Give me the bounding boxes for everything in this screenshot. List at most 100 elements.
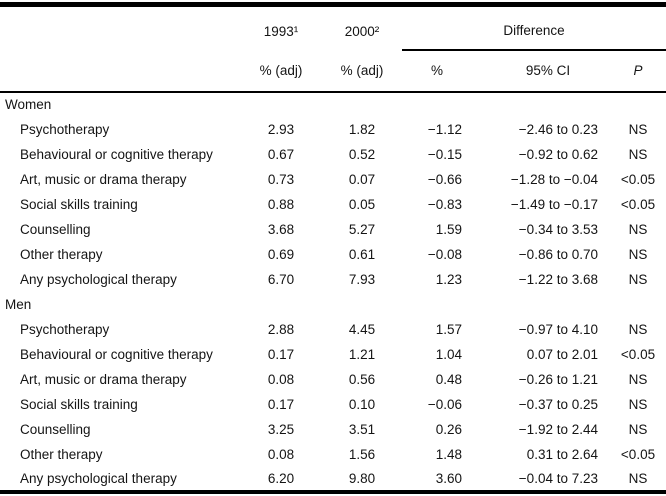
diff-p: <0.05 (620, 446, 656, 462)
value-1993: 0.67 (267, 146, 295, 162)
table-row: Counselling 3.68 5.27 1.59 −0.34 to 3.53… (0, 217, 666, 242)
row-label: Art, music or drama therapy (20, 171, 187, 187)
table-row: Psychotherapy 2.93 1.82 −1.12 −2.46 to 0… (0, 117, 666, 142)
value-1993: 3.68 (267, 221, 295, 237)
diff-p: NS (628, 271, 648, 287)
table-row: Any psychological therapy 6.70 7.93 1.23… (0, 267, 666, 292)
value-1993: 0.08 (267, 446, 295, 462)
header-year-1993: 1993¹ (263, 23, 299, 39)
diff-percent: −1.12 (427, 121, 462, 137)
diff-p: NS (628, 470, 648, 486)
diff-ci: −0.97 to 4.10 (518, 321, 598, 337)
value-2000: 0.05 (348, 196, 376, 212)
diff-p: NS (628, 121, 648, 137)
table-row: Psychotherapy 2.88 4.45 1.57 −0.97 to 4.… (0, 317, 666, 342)
header-row-sub: % (adj) % (adj) % 95% CI P (0, 50, 666, 93)
value-2000: 0.10 (348, 396, 376, 412)
value-2000: 9.80 (348, 470, 376, 486)
table-row: Counselling 3.25 3.51 0.26 −1.92 to 2.44… (0, 417, 666, 442)
row-label: Psychotherapy (20, 121, 110, 137)
diff-ci: −0.92 to 0.62 (518, 146, 598, 162)
diff-ci: −1.49 to −0.17 (510, 196, 598, 212)
table-row: Behavioural or cognitive therapy 0.17 1.… (0, 342, 666, 367)
diff-percent: −0.83 (427, 196, 462, 212)
value-2000: 1.82 (348, 121, 376, 137)
header-diff-p: P (610, 50, 666, 93)
header-adj-2000: % (adj) (322, 50, 402, 93)
value-1993: 0.17 (267, 346, 295, 362)
row-label: Behavioural or cognitive therapy (20, 146, 213, 162)
value-1993: 0.17 (267, 396, 295, 412)
diff-percent: −0.06 (427, 396, 462, 412)
diff-percent: 1.59 (435, 221, 462, 237)
diff-ci: −1.28 to −0.04 (510, 171, 598, 187)
diff-p: NS (628, 396, 648, 412)
header-difference-spanner: Difference (402, 4, 666, 51)
value-1993: 0.69 (267, 246, 295, 262)
row-label: Psychotherapy (20, 321, 110, 337)
value-2000: 3.51 (348, 421, 376, 437)
table-row: Social skills training 0.17 0.10 −0.06 −… (0, 392, 666, 417)
value-2000: 5.27 (348, 221, 376, 237)
diff-ci: −0.34 to 3.53 (518, 221, 598, 237)
diff-percent: 1.48 (435, 446, 462, 462)
row-label: Behavioural or cognitive therapy (20, 346, 213, 362)
header-year-2000: 2000² (344, 23, 380, 39)
value-2000: 0.07 (348, 171, 376, 187)
diff-ci: −0.86 to 0.70 (518, 246, 598, 262)
header-spacer (0, 50, 240, 93)
value-2000: 0.56 (348, 371, 376, 387)
diff-ci: −0.04 to 7.23 (518, 470, 598, 486)
table-row: Art, music or drama therapy 0.73 0.07 −0… (0, 167, 666, 192)
section-header-women: Women (0, 92, 666, 117)
table-body: Women Psychotherapy 2.93 1.82 −1.12 −2.4… (0, 92, 666, 492)
diff-ci: 0.07 to 2.01 (526, 346, 598, 362)
diff-p: NS (628, 221, 648, 237)
diff-ci: −2.46 to 0.23 (518, 121, 598, 137)
diff-percent: 3.60 (435, 470, 462, 486)
diff-p: NS (628, 146, 648, 162)
value-2000: 1.56 (348, 446, 376, 462)
diff-p: NS (628, 371, 648, 387)
row-label: Counselling (20, 421, 91, 437)
diff-p: <0.05 (620, 346, 656, 362)
diff-percent: −0.08 (427, 246, 462, 262)
header-diff-ci: 95% CI (472, 50, 610, 93)
section-label: Women (5, 97, 52, 113)
diff-percent: 0.48 (435, 371, 462, 387)
header-spacer (0, 5, 240, 51)
table-row: Social skills training 0.88 0.05 −0.83 −… (0, 192, 666, 217)
value-2000: 0.52 (348, 146, 376, 162)
value-1993: 0.08 (267, 371, 295, 387)
row-label: Any psychological therapy (20, 271, 177, 287)
diff-p: NS (628, 321, 648, 337)
diff-percent: 1.23 (435, 271, 462, 287)
diff-percent: −0.15 (427, 146, 462, 162)
diff-ci: −1.92 to 2.44 (518, 421, 598, 437)
value-1993: 2.88 (267, 321, 295, 337)
value-1993: 6.20 (267, 470, 295, 486)
header-adj-1993: % (adj) (240, 50, 322, 93)
section-header-men: Men (0, 292, 666, 317)
row-label: Social skills training (20, 196, 138, 212)
diff-ci: 0.31 to 2.64 (526, 446, 598, 462)
value-1993: 2.93 (267, 121, 295, 137)
diff-percent: 1.57 (435, 321, 462, 337)
value-1993: 0.88 (267, 196, 295, 212)
row-label: Social skills training (20, 396, 138, 412)
section-label: Men (5, 296, 32, 312)
table-row: Other therapy 0.08 1.56 1.48 0.31 to 2.6… (0, 442, 666, 467)
table-row: Behavioural or cognitive therapy 0.67 0.… (0, 142, 666, 167)
value-1993: 6.70 (267, 271, 295, 287)
diff-ci: −1.22 to 3.68 (518, 271, 598, 287)
diff-p: NS (628, 421, 648, 437)
table-header: 1993¹ 2000² Difference % (adj) % (adj) %… (0, 4, 666, 93)
value-1993: 3.25 (267, 421, 295, 437)
diff-p: NS (628, 246, 648, 262)
row-label: Any psychological therapy (20, 470, 177, 486)
value-2000: 7.93 (348, 271, 376, 287)
header-row-top: 1993¹ 2000² Difference (0, 4, 666, 51)
value-2000: 4.45 (348, 321, 376, 337)
